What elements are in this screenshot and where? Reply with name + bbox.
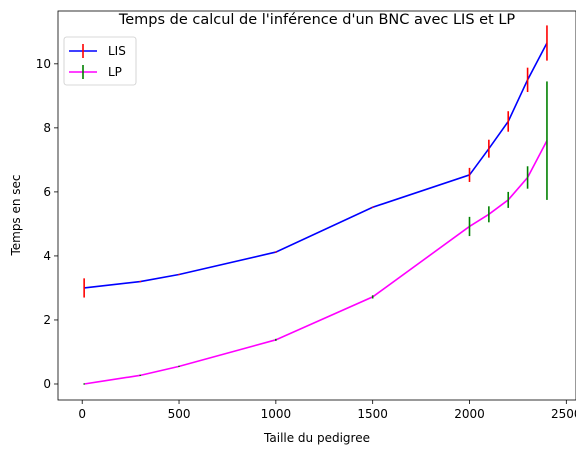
chart-title: Temps de calcul de l'inférence d'un BNC … (118, 12, 516, 28)
x-tick-label: 1000 (261, 407, 292, 421)
x-tick-label: 500 (168, 407, 191, 421)
y-tick-label: 2 (43, 313, 51, 327)
series-line-lis (84, 42, 548, 289)
plot-frame (57, 10, 576, 401)
legend-label-lis: LIS (108, 44, 126, 58)
x-tick-label: 0 (78, 407, 86, 421)
y-axis: 0 2 4 6 8 10 (36, 57, 58, 391)
x-tick-label: 2000 (454, 407, 485, 421)
y-tick-label: 4 (43, 249, 51, 263)
y-tick-label: 0 (43, 377, 51, 391)
series-line-lp (84, 140, 548, 385)
plot-content (83, 25, 548, 385)
legend-label-lp: LP (108, 65, 122, 79)
y-tick-label: 10 (36, 57, 51, 71)
y-tick-label: 6 (43, 185, 51, 199)
legend: LIS LP (63, 36, 137, 86)
x-axis-label: Taille du pedigree (263, 431, 370, 445)
legend-box (63, 36, 137, 86)
y-axis-label: Temps en sec (9, 174, 23, 256)
x-tick-label: 1500 (357, 407, 388, 421)
y-tick-label: 8 (43, 121, 51, 135)
